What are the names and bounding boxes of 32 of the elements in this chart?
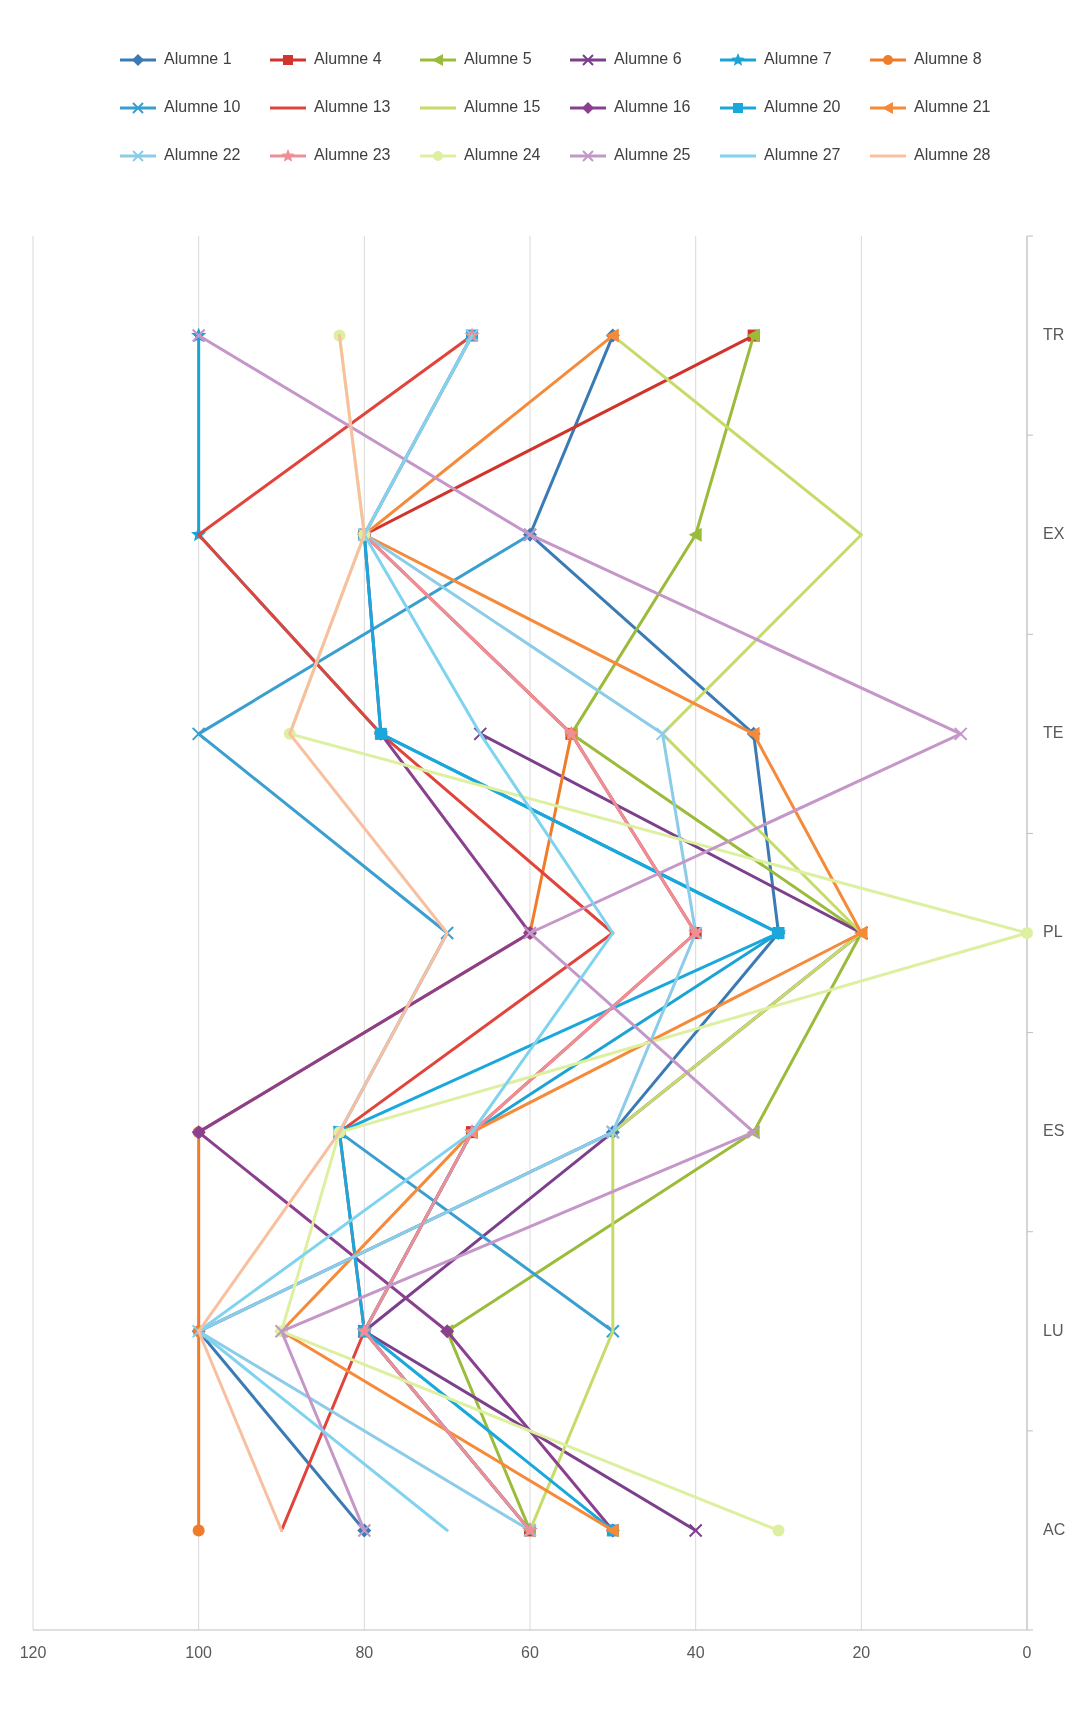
legend-label: Alumne 16 bbox=[614, 98, 691, 116]
legend-label: Alumne 24 bbox=[464, 146, 541, 164]
legend-label: Alumne 20 bbox=[764, 98, 841, 116]
x-tick-label: 80 bbox=[355, 1644, 374, 1661]
legend-label: Alumne 8 bbox=[914, 50, 982, 68]
legend-label: Alumne 28 bbox=[914, 146, 991, 164]
x-tick-label: 120 bbox=[19, 1644, 47, 1661]
y-tick-label: TE bbox=[1043, 724, 1064, 742]
y-tick-label: EX bbox=[1043, 524, 1065, 542]
y-tick-label: AC bbox=[1043, 1520, 1066, 1538]
legend-label: Alumne 10 bbox=[164, 98, 241, 116]
y-tick-label: ES bbox=[1043, 1122, 1065, 1140]
legend-label: Alumne 23 bbox=[314, 146, 391, 164]
legend-label: Alumne 4 bbox=[314, 50, 382, 68]
legend-label: Alumne 27 bbox=[764, 146, 841, 164]
legend-label: Alumne 6 bbox=[614, 50, 682, 68]
x-tick-label: 40 bbox=[686, 1644, 705, 1661]
legend-label: Alumne 15 bbox=[464, 98, 541, 116]
legend-label: Alumne 13 bbox=[314, 98, 391, 116]
x-tick-label: 20 bbox=[852, 1644, 871, 1661]
legend-label: Alumne 5 bbox=[464, 50, 532, 68]
y-tick-label: LU bbox=[1043, 1321, 1064, 1339]
x-tick-label: 100 bbox=[185, 1644, 213, 1661]
x-tick-label: 0 bbox=[1022, 1644, 1032, 1661]
legend-label: Alumne 25 bbox=[614, 146, 691, 164]
legend-label: Alumne 7 bbox=[764, 50, 832, 68]
y-tick-label: PL bbox=[1043, 923, 1063, 941]
legend-label: Alumne 1 bbox=[164, 50, 232, 68]
legend-label: Alumne 21 bbox=[914, 98, 991, 116]
x-tick-label: 60 bbox=[521, 1644, 539, 1661]
y-tick-label: TR bbox=[1043, 325, 1065, 343]
legend-label: Alumne 22 bbox=[164, 146, 241, 164]
